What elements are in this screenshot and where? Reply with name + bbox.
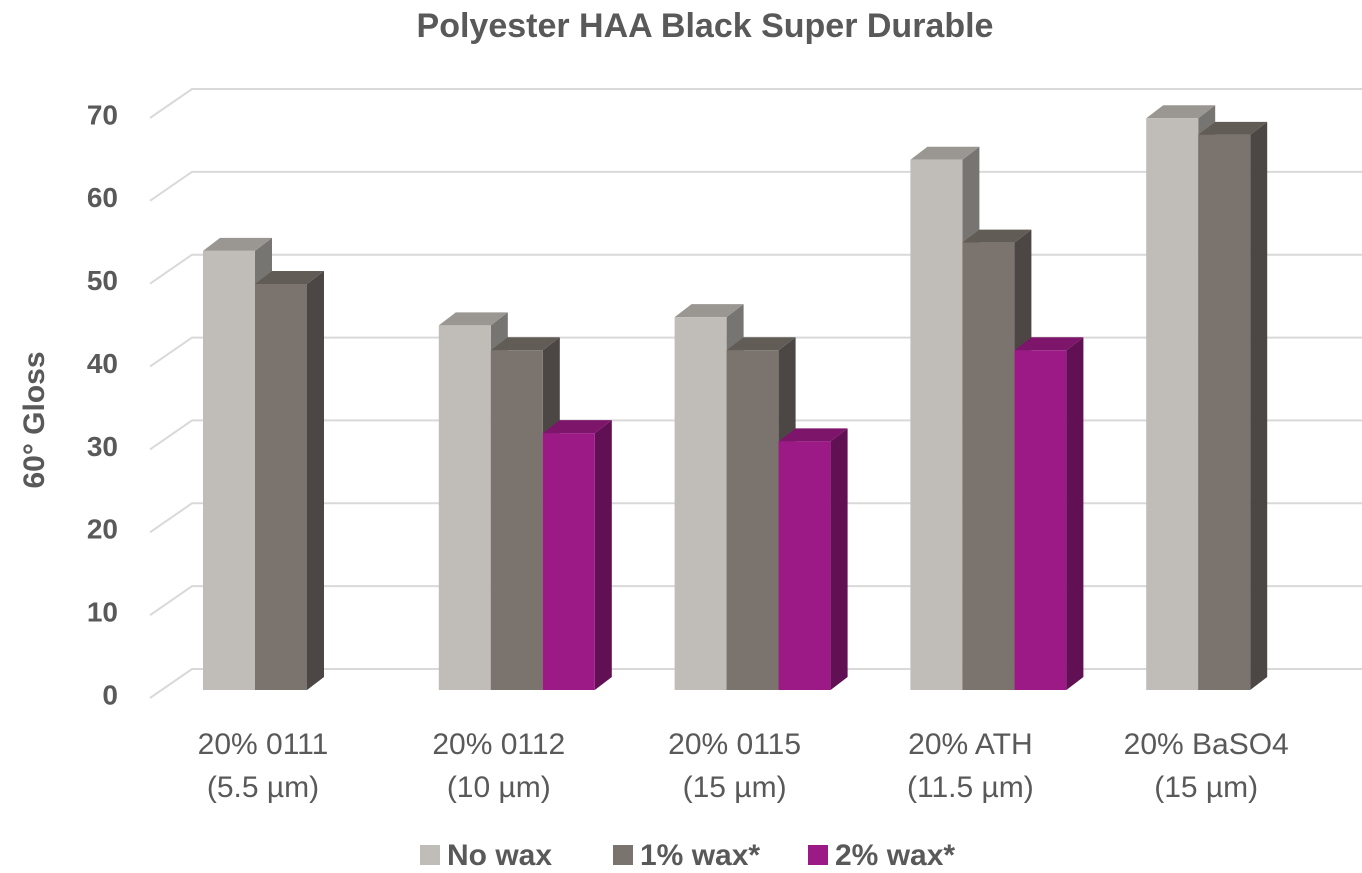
bar xyxy=(1198,121,1268,691)
bar-front xyxy=(542,433,595,690)
x-tick-label: 20% BaSO4 xyxy=(1124,728,1289,761)
x-tick-label: (15 µm) xyxy=(1154,771,1258,804)
legend-swatch xyxy=(808,845,828,865)
bar-top xyxy=(255,271,324,284)
y-tick-label: 30 xyxy=(87,431,118,462)
bar-front xyxy=(1198,134,1251,690)
bar-side xyxy=(830,428,848,690)
legend-label: No wax xyxy=(447,839,552,872)
x-tick-label: 20% ATH xyxy=(908,728,1033,761)
bar-front xyxy=(778,441,831,690)
y-tick-label: 40 xyxy=(87,348,118,379)
legend-label: 2% wax* xyxy=(835,839,955,872)
bar-front xyxy=(490,350,543,690)
x-tick-label: 20% 0111 xyxy=(198,728,329,761)
bar-front xyxy=(726,350,779,690)
bar-front xyxy=(438,325,491,690)
bar-front xyxy=(910,159,963,690)
x-tick-label: (15 µm) xyxy=(683,771,787,804)
x-tick-label: 20% 0112 xyxy=(432,728,565,761)
bar-top xyxy=(542,420,612,434)
grid-line xyxy=(149,88,1362,119)
y-tick-label: 0 xyxy=(102,679,118,710)
bar-side xyxy=(307,271,324,690)
bar-top xyxy=(1014,337,1084,351)
legend-label: 1% wax* xyxy=(640,839,760,872)
bar xyxy=(542,420,612,690)
bar-front xyxy=(674,317,727,690)
y-tick-label: 70 xyxy=(87,99,118,130)
y-tick-label: 50 xyxy=(87,265,118,296)
bar xyxy=(255,271,324,690)
legend-swatch xyxy=(420,845,440,865)
bar-top xyxy=(1146,105,1216,119)
y-tick-label: 20 xyxy=(87,514,118,545)
y-tick-label: 10 xyxy=(87,597,118,628)
bar-front xyxy=(203,250,255,690)
bar-top xyxy=(674,304,744,318)
bar-front xyxy=(1014,350,1067,690)
bar-front xyxy=(255,284,307,690)
bar-side xyxy=(594,420,612,690)
y-tick-label: 60 xyxy=(87,182,118,213)
x-tick-label: (10 µm) xyxy=(447,771,551,804)
bar-top xyxy=(438,312,508,326)
bar-side xyxy=(1250,121,1268,691)
bar-top xyxy=(1198,121,1268,135)
chart-title: Polyester HAA Black Super Durable xyxy=(417,7,994,45)
legend-swatch xyxy=(613,845,633,865)
y-axis-label: 60° Gloss xyxy=(18,351,51,488)
x-tick-label: (11.5 µm) xyxy=(907,771,1034,804)
bar xyxy=(778,428,848,690)
x-tick-label: (5.5 µm) xyxy=(207,771,319,804)
bar-top xyxy=(910,146,980,160)
bar-top xyxy=(726,337,796,351)
bar-top xyxy=(203,237,272,251)
bar-side xyxy=(1066,337,1084,690)
bar-top xyxy=(778,428,848,442)
bar-top xyxy=(962,229,1032,243)
bar-top xyxy=(490,337,560,351)
bar xyxy=(1014,337,1084,690)
bar-front xyxy=(1146,118,1199,691)
bar-front xyxy=(962,242,1015,691)
x-tick-label: 20% 0115 xyxy=(668,728,801,761)
